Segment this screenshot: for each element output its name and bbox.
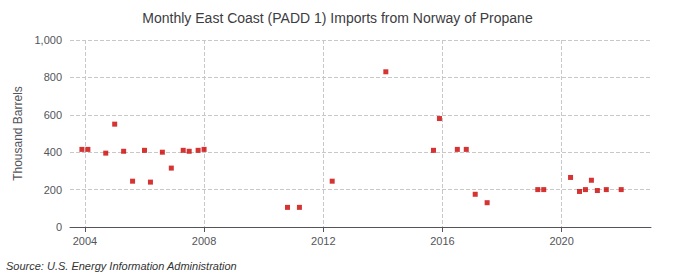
svg-text:800: 800	[44, 71, 62, 83]
svg-text:600: 600	[44, 109, 62, 121]
svg-text:200: 200	[44, 184, 62, 196]
svg-text:2012: 2012	[311, 235, 335, 247]
svg-text:2004: 2004	[73, 235, 97, 247]
svg-text:Source: U.S. Energy Informatio: Source: U.S. Energy Information Administ…	[6, 260, 237, 272]
svg-text:Thousand Barrels: Thousand Barrels	[11, 86, 25, 181]
svg-text:0: 0	[56, 221, 62, 233]
svg-text:2008: 2008	[192, 235, 216, 247]
svg-text:Monthly East Coast (PADD 1) Im: Monthly East Coast (PADD 1) Imports from…	[142, 10, 533, 26]
svg-text:400: 400	[44, 146, 62, 158]
svg-text:1,000: 1,000	[34, 34, 62, 46]
svg-text:2020: 2020	[549, 235, 573, 247]
svg-text:2016: 2016	[430, 235, 454, 247]
